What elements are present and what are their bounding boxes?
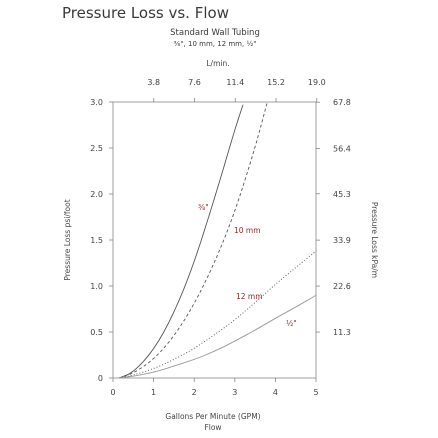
- right-tick-label: 33.9: [333, 236, 351, 245]
- series-label-1-2: ½": [286, 319, 297, 328]
- series-line-1: [118, 101, 268, 379]
- x-axis-title: Gallons Per Minute (GPM): [165, 412, 260, 421]
- y-tick-label: 1.0: [90, 282, 103, 291]
- x-tick-label: 2: [192, 388, 197, 397]
- x-tick-label: 3: [232, 388, 237, 397]
- x-tick-label: 5: [313, 388, 318, 397]
- y-tick-label: 0.5: [90, 328, 103, 337]
- top-tick-label: 15.2: [267, 78, 285, 87]
- axes: [109, 98, 320, 382]
- tick-labels: 0 1 2 3 4 5 0 0.5 1.0 1.5 2.0 2.5 3.0 3.8 7.6 11.4 15.2 1…: [90, 78, 351, 397]
- top-axis-label: L/min.: [206, 59, 229, 68]
- chart-subtitle-sizes: ⅜", 10 mm, 12 mm, ½": [174, 40, 257, 48]
- right-tick-label: 22.6: [333, 282, 351, 291]
- right-tick-label: 45.3: [333, 190, 351, 199]
- series-line-3: [119, 294, 317, 379]
- x-tick-label: 1: [151, 388, 156, 397]
- chart-subtitle: Standard Wall Tubing: [170, 28, 260, 38]
- plot-frame: [112, 101, 317, 379]
- top-tick-label: 3.8: [147, 78, 160, 87]
- series-label-12mm: 12 mm: [236, 292, 263, 301]
- y-tick-label: 1.5: [90, 236, 103, 245]
- series-line-0: [118, 104, 244, 379]
- series-label-10mm: 10 mm: [234, 226, 261, 235]
- chart-title: Pressure Loss vs. Flow: [62, 4, 229, 22]
- y-tick-label: 3.0: [90, 98, 103, 107]
- series-line-2: [119, 250, 317, 379]
- right-tick-label: 67.8: [333, 98, 351, 107]
- y-tick-label: 2.5: [90, 144, 103, 153]
- series-layer: [118, 101, 317, 379]
- y-axis-right-title: Pressure Loss kPa/m: [370, 202, 379, 278]
- x-tick-label: 4: [273, 388, 278, 397]
- y-tick-label: 2.0: [90, 190, 103, 199]
- y-axis-title: Pressure Loss psi/foot: [63, 199, 72, 280]
- y-tick-label: 0: [98, 374, 103, 383]
- x-axis-subtitle: Flow: [204, 423, 221, 432]
- top-tick-label: 7.6: [188, 78, 201, 87]
- series-label-3-8: ⅜": [198, 203, 209, 212]
- x-tick-label: 0: [110, 388, 115, 397]
- right-tick-label: 11.3: [333, 328, 351, 337]
- top-tick-label: 19.0: [308, 78, 326, 87]
- right-tick-label: 56.4: [333, 145, 351, 154]
- top-tick-label: 11.4: [226, 78, 244, 87]
